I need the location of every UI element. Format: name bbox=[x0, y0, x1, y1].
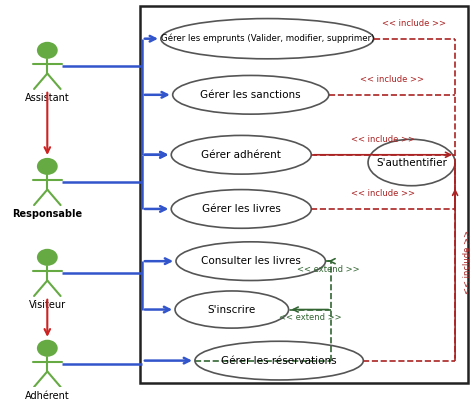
Text: Gérer les emprunts (Valider, modifier, supprimer): Gérer les emprunts (Valider, modifier, s… bbox=[161, 34, 374, 44]
Ellipse shape bbox=[195, 341, 364, 380]
Text: S'authentifier: S'authentifier bbox=[376, 158, 447, 168]
Ellipse shape bbox=[171, 136, 311, 174]
Circle shape bbox=[37, 42, 58, 59]
Text: << include >>: << include >> bbox=[360, 75, 424, 84]
Ellipse shape bbox=[161, 18, 374, 59]
Circle shape bbox=[37, 158, 58, 175]
Ellipse shape bbox=[175, 291, 289, 328]
Ellipse shape bbox=[368, 139, 455, 186]
Text: << include >>: << include >> bbox=[463, 230, 472, 294]
Text: Gérer adhérent: Gérer adhérent bbox=[201, 150, 281, 160]
Text: Consulter les livres: Consulter les livres bbox=[201, 256, 301, 266]
Text: S'inscrire: S'inscrire bbox=[208, 304, 256, 314]
Text: << extend >>: << extend >> bbox=[279, 314, 341, 322]
Text: Responsable: Responsable bbox=[12, 209, 82, 219]
FancyBboxPatch shape bbox=[139, 6, 468, 383]
Text: << include >>: << include >> bbox=[351, 189, 415, 198]
Ellipse shape bbox=[173, 76, 329, 114]
Text: Visiteur: Visiteur bbox=[29, 300, 66, 310]
Text: << extend >>: << extend >> bbox=[297, 265, 360, 274]
Text: Gérer les réservations: Gérer les réservations bbox=[221, 356, 337, 366]
Text: Adhérent: Adhérent bbox=[25, 391, 70, 400]
Ellipse shape bbox=[171, 190, 311, 228]
Text: << include >>: << include >> bbox=[351, 135, 415, 144]
Text: << include >>: << include >> bbox=[383, 19, 447, 28]
Circle shape bbox=[37, 340, 58, 357]
Circle shape bbox=[37, 249, 58, 266]
Text: Assistant: Assistant bbox=[25, 93, 70, 103]
Text: Gérer les sanctions: Gérer les sanctions bbox=[201, 90, 301, 100]
Text: Gérer les livres: Gérer les livres bbox=[202, 204, 281, 214]
Ellipse shape bbox=[176, 242, 326, 280]
